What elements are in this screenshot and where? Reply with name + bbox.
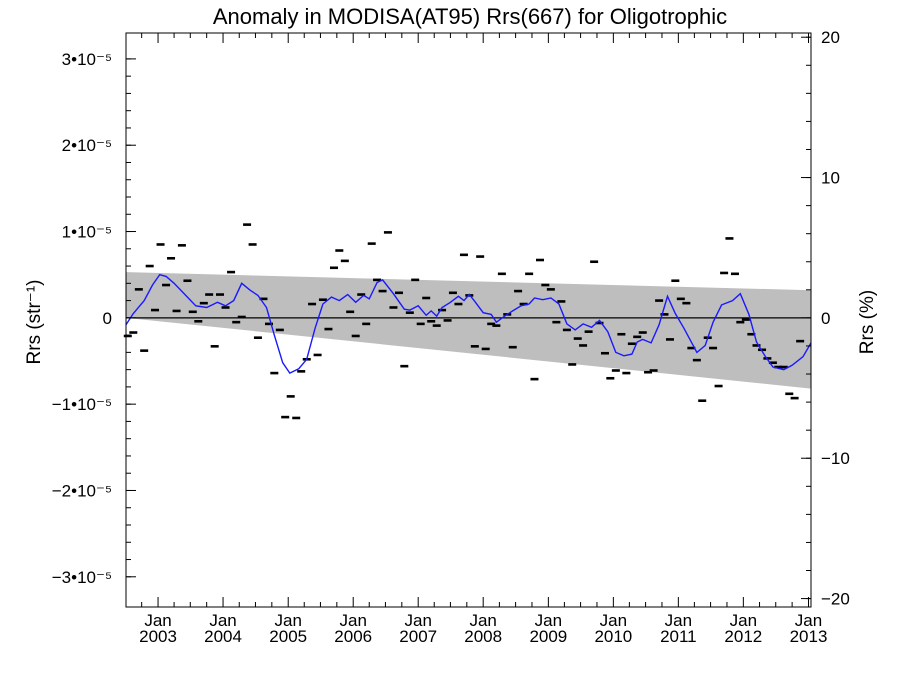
x-tick-label-year: 2008 [464,627,502,646]
x-tick-label-year: 2007 [399,627,437,646]
x-tick-label-month: Jan [339,611,366,630]
trend-band [126,272,811,389]
y2-tick-label: −10 [821,449,850,468]
y-tick-label: 0 [103,309,112,328]
x-tick-label-year: 2011 [660,627,697,646]
y-tick-label: 1•10⁻⁵ [62,223,112,242]
y-tick-label: −3•10⁻⁵ [52,568,112,587]
y2-tick-label: −20 [821,590,850,609]
plot-frame [125,32,812,608]
y2-tick-label: 10 [821,169,840,188]
x-tick-label-month: Jan [469,611,496,630]
x-tick-label-month: Jan [209,611,236,630]
x-tick-label-month: Jan [600,611,627,630]
x-tick-label-month: Jan [404,611,431,630]
x-tick-label-month: Jan [730,611,757,630]
chart-title: Anomaly in MODISA(AT95) Rrs(667) for Oli… [213,4,727,29]
x-tick-label-year: 2009 [529,627,567,646]
y-tick-label: −2•10⁻⁵ [52,481,112,500]
x-tick-label-year: 2012 [724,627,762,646]
y2-axis-label: Rrs (%) [857,290,878,354]
x-tick-label-year: 2004 [204,627,242,646]
x-tick-label-year: 2005 [269,627,307,646]
x-tick-label-year: 2010 [594,627,632,646]
x-tick-label-month: Jan [275,611,302,630]
x-tick-label-year: 2006 [334,627,372,646]
y-tick-label: −1•10⁻⁵ [52,395,112,414]
plot-area [123,223,812,420]
x-tick-label-month: Jan [795,611,822,630]
x-tick-label-year: 2003 [139,627,177,646]
axes: 3•10⁻⁵ 2•10⁻⁵ 1•10⁻⁵ 0 −1•10⁻⁵ −2•10⁻⁵ −3•10⁻⁵… [52,28,850,646]
x-tick-label-month: Jan [144,611,171,630]
running-mean-line [125,273,812,374]
y-tick-label: 2•10⁻⁵ [62,136,112,155]
x-tick-label-year: 2013 [790,627,828,646]
y2-tick-label: 0 [821,309,830,328]
y-axis-label: Rrs (str⁻¹) [24,280,45,365]
x-tick-label-month: Jan [665,611,692,630]
x-tick-label-month: Jan [535,611,562,630]
y-tick-label: 3•10⁻⁵ [62,50,112,69]
y2-tick-label: 20 [821,28,840,47]
